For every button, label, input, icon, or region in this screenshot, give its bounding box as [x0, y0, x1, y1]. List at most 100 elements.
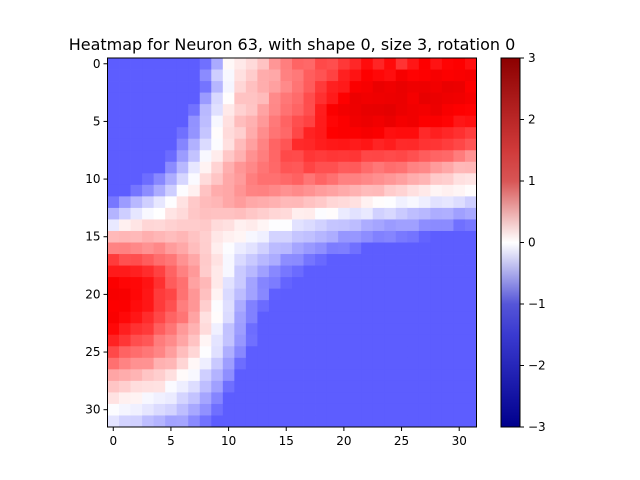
- heatmap-cell: [407, 92, 420, 105]
- heatmap-cell: [234, 127, 247, 140]
- heatmap-cell: [418, 230, 431, 243]
- heatmap-cell: [222, 196, 235, 209]
- heatmap-cell: [453, 242, 466, 255]
- heatmap-cell: [453, 115, 466, 128]
- heatmap-cell: [119, 196, 131, 209]
- heatmap-cell: [165, 288, 178, 301]
- heatmap-cell: [245, 300, 258, 313]
- heatmap-cell: [153, 288, 166, 301]
- heatmap-cell: [349, 242, 362, 255]
- heatmap-cell: [107, 300, 120, 313]
- heatmap-cell: [130, 207, 143, 220]
- heatmap-cell: [268, 150, 281, 163]
- heatmap-cell: [142, 104, 155, 117]
- heatmap-cell: [303, 300, 316, 313]
- heatmap-cell: [222, 357, 235, 370]
- heatmap-cell: [268, 173, 281, 186]
- heatmap-cell: [303, 150, 316, 163]
- heatmap-cell: [245, 380, 258, 393]
- heatmap-cell: [464, 207, 477, 220]
- heatmap-cell: [165, 127, 178, 140]
- heatmap-cell: [292, 323, 304, 336]
- heatmap-cell: [453, 161, 466, 174]
- heatmap-cell: [441, 323, 454, 336]
- heatmap-cell: [245, 219, 258, 232]
- heatmap-cell: [395, 138, 408, 151]
- heatmap-cell: [430, 415, 443, 428]
- heatmap-cell: [326, 265, 339, 278]
- heatmap-cell: [165, 277, 178, 290]
- heatmap-cell: [176, 92, 189, 105]
- heatmap-cell: [430, 346, 443, 359]
- heatmap-cell: [303, 369, 316, 382]
- heatmap-cell: [222, 184, 235, 197]
- heatmap-cell: [188, 92, 201, 105]
- heatmap-cell: [384, 58, 397, 70]
- heatmap-cell: [349, 288, 362, 301]
- heatmap-cell: [430, 81, 443, 93]
- heatmap-cell: [176, 242, 189, 255]
- heatmap-cell: [464, 104, 477, 117]
- heatmap-cell: [464, 230, 477, 243]
- heatmap-cell: [338, 230, 351, 243]
- heatmap-cell: [303, 242, 316, 255]
- heatmap-cell: [211, 81, 224, 93]
- heatmap-cell: [142, 207, 155, 220]
- heatmap-cell: [130, 196, 143, 209]
- heatmap-cell: [315, 242, 327, 255]
- heatmap-cell: [464, 184, 477, 197]
- heatmap-cell: [418, 277, 431, 290]
- heatmap-cell: [430, 115, 443, 128]
- heatmap-cell: [268, 230, 281, 243]
- heatmap-cell: [107, 150, 120, 163]
- heatmap-cell: [338, 323, 351, 336]
- heatmap-cell: [292, 81, 304, 93]
- heatmap-cell: [384, 242, 397, 255]
- heatmap-cell: [326, 403, 339, 416]
- heatmap-cell: [292, 277, 304, 290]
- tick-label: 0: [109, 434, 117, 448]
- heatmap-cell: [453, 58, 466, 70]
- heatmap-cell: [119, 115, 131, 128]
- heatmap-cell: [315, 173, 327, 186]
- heatmap-cell: [372, 277, 385, 290]
- heatmap-cell: [234, 380, 247, 393]
- heatmap-cell: [211, 346, 224, 359]
- heatmap-cell: [188, 415, 201, 428]
- heatmap-cell: [361, 173, 374, 186]
- heatmap-cell: [326, 207, 339, 220]
- heatmap-cell: [257, 369, 270, 382]
- heatmap-cell: [245, 242, 258, 255]
- heatmap-cell: [188, 161, 201, 174]
- heatmap-cell: [407, 104, 420, 117]
- heatmap-cell: [418, 311, 431, 324]
- heatmap-cell: [372, 403, 385, 416]
- heatmap-cell: [165, 81, 178, 93]
- heatmap-cell: [303, 230, 316, 243]
- heatmap-cell: [315, 127, 327, 140]
- heatmap-cell: [395, 300, 408, 313]
- heatmap-cell: [395, 403, 408, 416]
- heatmap-cell: [407, 311, 420, 324]
- heatmap-cell: [130, 415, 143, 428]
- heatmap-cell: [188, 219, 201, 232]
- heatmap-cell: [211, 150, 224, 163]
- heatmap-cell: [234, 300, 247, 313]
- heatmap-cell: [384, 184, 397, 197]
- colorbar-axis: −3 −2 −1 0 1 2 3: [520, 51, 546, 434]
- heatmap-cell: [176, 311, 189, 324]
- heatmap-cell: [407, 173, 420, 186]
- heatmap-cell: [280, 184, 293, 197]
- heatmap-cell: [165, 219, 178, 232]
- heatmap-cell: [165, 403, 178, 416]
- heatmap-cell: [153, 415, 166, 428]
- heatmap-cell: [257, 207, 270, 220]
- heatmap-cell: [372, 300, 385, 313]
- heatmap-cell: [153, 184, 166, 197]
- heatmap-cell: [407, 300, 420, 313]
- heatmap-cell: [303, 346, 316, 359]
- heatmap-cell: [119, 69, 131, 82]
- heatmap-cell: [280, 127, 293, 140]
- heatmap-cell: [326, 288, 339, 301]
- heatmap-cell: [372, 81, 385, 93]
